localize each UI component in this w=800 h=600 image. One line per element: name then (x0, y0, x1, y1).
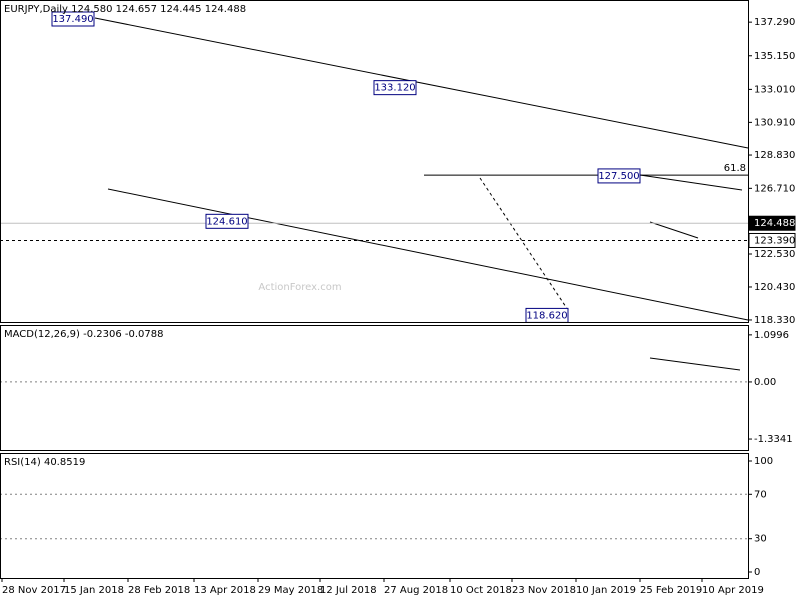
price-mark-box (748, 215, 796, 231)
channel-upper (94, 17, 749, 149)
y-tick-label: 0.00 (754, 377, 776, 388)
annotation-box (205, 213, 249, 229)
y-tick-label: 130.910 (754, 117, 795, 128)
y-tick-label: 128.830 (754, 150, 795, 161)
x-tick-label: 10 Jan 2019 (576, 585, 636, 596)
macd-trendline (649, 357, 741, 371)
y-tick-label: 122.530 (754, 249, 795, 260)
x-tick-label: 27 Aug 2018 (384, 585, 448, 596)
x-tick-label: 23 Nov 2018 (512, 585, 576, 596)
price-mark-label: 123.390 (754, 235, 795, 246)
x-tick-label: 10 Apr 2019 (702, 585, 764, 596)
x-tick-label: 15 Jan 2018 (64, 585, 124, 596)
channel-lower (107, 188, 749, 321)
y-tick-label: -1.3341 (754, 434, 793, 445)
x-tick-label: 25 Feb 2019 (640, 585, 702, 596)
y-tick-label: 100 (754, 456, 773, 467)
y-tick-label: 118.330 (754, 315, 795, 326)
x-tick-label: 28 Nov 2017 (2, 585, 66, 596)
annotation-label: 127.500 (598, 171, 639, 182)
watermark: ActionForex.com (258, 282, 341, 293)
y-tick-label: 120.430 (754, 282, 795, 293)
price-mark-box (748, 232, 796, 248)
panel-title: RSI(14) 40.8519 (4, 457, 85, 468)
x-tick-label: 28 Feb 2018 (128, 585, 190, 596)
y-tick-label: 135.150 (754, 51, 795, 62)
annotation-label: 133.120 (374, 83, 415, 94)
panel-title: MACD(12,26,9) -0.2306 -0.0788 (4, 329, 164, 340)
y-tick-label: 1.0996 (754, 330, 789, 341)
triangle-upper (639, 174, 743, 191)
x-tick-label: 10 Oct 2018 (450, 585, 512, 596)
annotation-label: 118.620 (526, 310, 567, 321)
y-tick-label: 126.710 (754, 183, 795, 194)
y-tick-label: 133.010 (754, 84, 795, 95)
y-tick-label: 70 (754, 489, 767, 500)
y-tick-label: 0 (754, 567, 760, 578)
price-mark-label: 124.488 (754, 218, 795, 229)
annotation-box (51, 11, 95, 27)
annotation-box (373, 80, 417, 96)
x-tick-label: 12 Jul 2018 (320, 585, 377, 596)
y-tick-label: 137.290 (754, 17, 795, 28)
annotation-label: 137.490 (52, 14, 93, 25)
panel-frame (0, 453, 749, 579)
x-tick-label: 13 Apr 2018 (194, 585, 256, 596)
triangle-lower (649, 221, 699, 239)
annotation-label: 124.610 (206, 216, 247, 227)
fib-label: 61.8 (724, 163, 746, 174)
y-tick-label: 30 (754, 534, 767, 545)
panel-frame (0, 325, 749, 451)
dashed-projection (479, 177, 569, 311)
panel-frame (0, 0, 749, 323)
panel-title: EURJPY,Daily 124.580 124.657 124.445 124… (4, 4, 246, 15)
annotation-box (597, 168, 641, 184)
x-tick-label: 29 May 2018 (258, 585, 323, 596)
